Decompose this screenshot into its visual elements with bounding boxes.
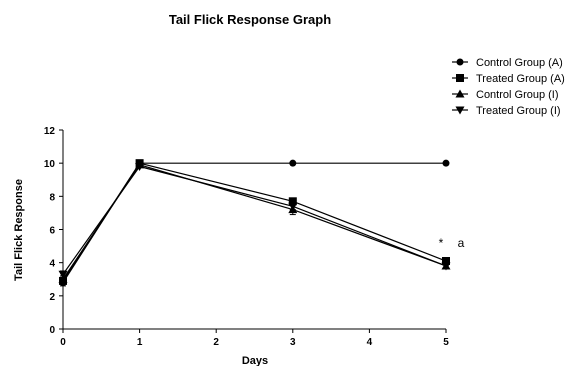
series-4	[58, 162, 451, 279]
legend-label: Control Group (A)	[476, 57, 563, 69]
legend-item: Control Group (A)	[452, 57, 563, 69]
y-tick-label: 0	[49, 325, 55, 336]
x-tick-label: 0	[60, 337, 66, 348]
legend-item: Treated Group (I)	[452, 105, 561, 117]
data-point	[442, 257, 450, 266]
y-tick-label: 2	[49, 292, 55, 303]
series-line	[62, 162, 447, 282]
legend-label: Treated Group (I)	[476, 105, 561, 117]
legend-label: Control Group (I)	[476, 89, 559, 101]
legend-marker	[456, 74, 464, 82]
y-axis-label: Tail Flick Response	[13, 179, 25, 281]
legend-marker	[456, 58, 464, 66]
data-point	[288, 202, 298, 211]
y-tick-label: 10	[44, 159, 56, 170]
legend-label: Treated Group (A)	[476, 73, 565, 85]
data-point	[135, 162, 145, 171]
data-point	[288, 197, 297, 206]
x-tick-label: 3	[290, 337, 296, 348]
x-axis-label: Days	[242, 355, 268, 366]
legend-item: Treated Group (A)	[452, 73, 565, 85]
x-tick-label: 2	[213, 337, 219, 348]
data-point	[441, 262, 451, 271]
data-point	[442, 159, 450, 167]
x-tick-label: 1	[137, 337, 143, 348]
y-tick-label: 12	[44, 126, 56, 137]
axes	[62, 130, 446, 330]
legend-item: Control Group (I)	[452, 89, 559, 101]
legend: Control Group (A) Treated Group (A) Contro…	[452, 57, 565, 117]
x-tick-label: 5	[443, 337, 449, 348]
legend-marker	[455, 106, 465, 115]
series-3	[58, 160, 451, 284]
y-tick-label: 4	[49, 259, 55, 270]
legend-marker	[455, 89, 465, 98]
annotation-a: a	[458, 236, 465, 250]
series-1	[59, 159, 450, 287]
chart-title: Tail Flick Response Graph	[169, 12, 331, 27]
series-line	[62, 162, 446, 283]
annotation-asterisk: *	[439, 236, 444, 250]
y-tick-label: 6	[49, 226, 55, 237]
y-tick-label: 8	[49, 192, 55, 203]
series-line	[62, 164, 447, 280]
series-line	[62, 165, 447, 275]
x-ticks: 0 1 2 3 4 5	[60, 329, 449, 348]
x-tick-label: 4	[367, 337, 373, 348]
data-point	[58, 270, 68, 279]
y-ticks: 0 2 4 6 8 10 12	[44, 126, 63, 336]
series-layer	[58, 159, 451, 287]
data-point	[289, 159, 297, 167]
series-2	[59, 159, 450, 285]
